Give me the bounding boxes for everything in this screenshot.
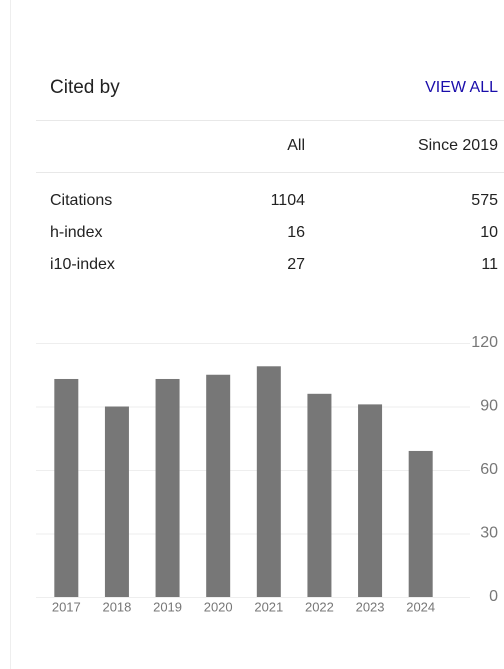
x-tick-label: 2018 [102,599,131,614]
view-all-link[interactable]: VIEW ALL [425,79,498,96]
citation-chart: 0 30 60 90 120 2017 2018 2019 2020 2021 2022 2023 20… [36,334,498,614]
row-label: h-index [50,224,102,241]
bar [104,406,129,597]
table-cell: 575 [471,192,498,209]
x-tick-label: 2017 [52,599,81,614]
bar [358,404,383,597]
x-tick-label: 2024 [406,599,435,614]
column-header: Since 2019 [418,137,498,154]
x-tick-label: 2021 [254,599,283,614]
table-cell: 10 [480,224,498,241]
table-cell: 27 [287,256,305,273]
y-tick-label: 120 [471,334,498,351]
bar [155,378,180,597]
bar [307,393,332,597]
y-tick-label: 90 [480,398,498,415]
bar [54,378,79,597]
bar [408,450,433,597]
x-tick-label: 2019 [153,599,182,614]
table-cell: 11 [481,256,498,273]
y-tick-label: 0 [489,588,498,605]
x-tick-label: 2020 [204,599,233,614]
x-tick-label: 2023 [356,599,385,614]
row-label: Citations [50,192,112,209]
panel-title: Cited by [50,77,120,98]
citation-table: All Since 2019 Citations 1104 575 h-index 16 10… [50,137,498,273]
bar [206,374,231,597]
y-tick-label: 60 [480,461,498,478]
column-header: All [287,137,305,154]
row-label: i10-index [50,256,115,273]
table-cell: 1104 [271,192,306,209]
x-tick-label: 2022 [305,599,334,614]
table-cell: 16 [287,224,305,241]
y-tick-label: 30 [480,525,498,542]
bar [256,366,281,597]
